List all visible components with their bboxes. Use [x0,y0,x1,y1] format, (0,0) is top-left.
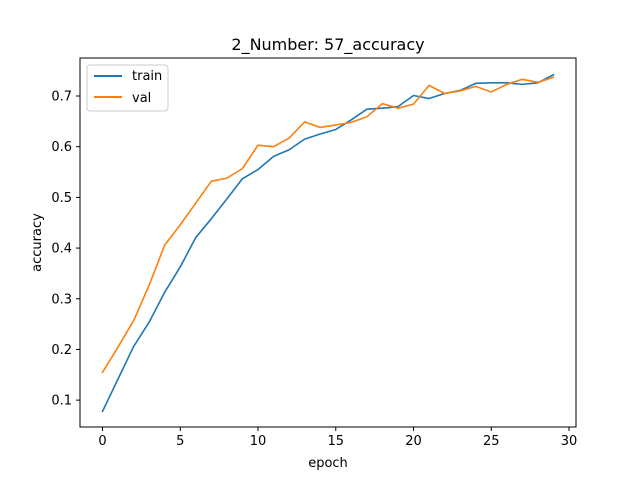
y-tick-label: 0.7 [51,90,72,105]
y-axis-ticks: 0.1 0.2 0.3 0.4 0.5 0.6 0.7 [51,90,80,409]
legend-label-train: train [132,69,162,84]
y-tick-label: 0.6 [51,140,72,155]
legend: train val [86,64,169,112]
y-tick-label: 0.3 [51,292,72,307]
chart-title: 2_Number: 57_accuracy [231,35,424,55]
legend-label-val: val [132,91,151,106]
x-tick-label: 20 [405,434,422,449]
x-tick-label: 10 [250,434,267,449]
plot-frame [79,57,577,428]
x-tick-label: 5 [176,434,184,449]
series-line-train [101,73,555,413]
x-tick-label: 15 [328,434,345,449]
plot-area [80,58,576,427]
y-axis-title: accuracy [30,213,45,272]
series-layer [101,73,555,413]
x-tick-label: 25 [483,434,500,449]
y-tick-label: 0.1 [51,394,72,409]
y-tick-label: 0.4 [51,242,72,257]
x-tick-label: 30 [561,434,578,449]
series-line-val [101,76,555,374]
x-axis-title: epoch [308,456,348,471]
x-axis-ticks: 0 5 10 15 20 25 30 [98,427,577,449]
x-tick-label: 0 [98,434,106,449]
y-tick-label: 0.2 [51,343,72,358]
y-tick-label: 0.5 [51,191,72,206]
